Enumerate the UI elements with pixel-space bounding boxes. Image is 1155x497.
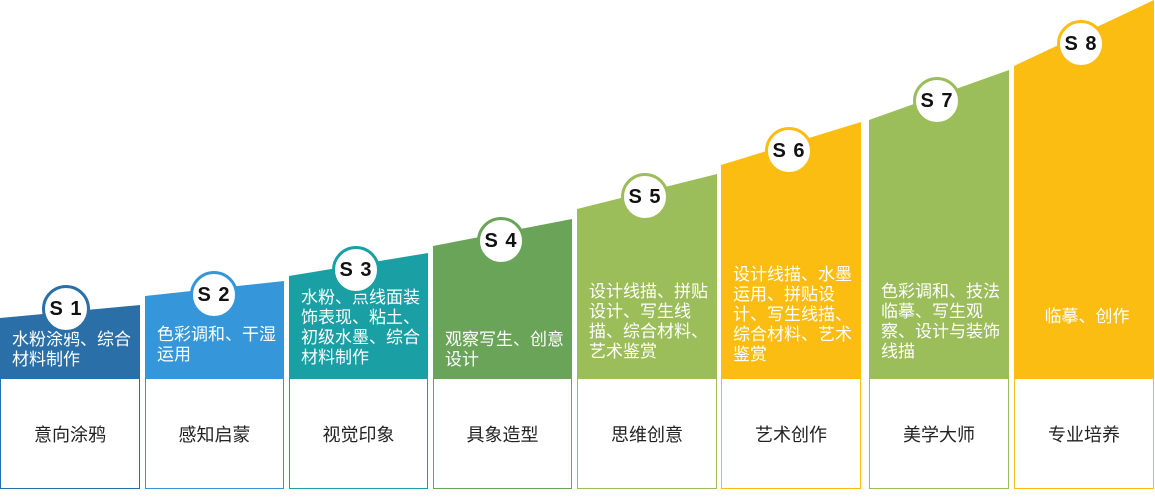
step-s3-label-box: 视觉印象 [289,379,428,489]
step-s7: 色彩调和、技法临摹、写生观察、设计与装饰线描 美学大师 S 7 [869,70,1009,489]
step-s6-banner [721,122,861,379]
step-s8-label-box: 专业培养 [1014,379,1154,489]
step-s5-label-box: 思维创意 [577,379,717,489]
step-s4-banner [433,219,572,379]
step-s8-label: 专业培养 [1048,424,1120,446]
step-s1-banner [0,305,140,379]
step-s7-description: 色彩调和、技法临摹、写生观察、设计与装饰线描 [881,282,1000,362]
step-s2-label-box: 感知启蒙 [145,379,284,489]
step-s8-description: 临摹、创作 [1044,307,1130,327]
step-s6-badge-text: S 6 [772,139,806,162]
step-s2-badge: S 2 [190,271,238,319]
step-s1-label-box: 意向涂鸦 [0,379,140,489]
step-s7-banner [869,70,1009,379]
step-s6-label-box: 艺术创作 [721,379,861,489]
step-s2: 色彩调和、干湿运用 感知启蒙 S 2 [145,271,284,489]
step-s3: 水粉、点线面装饰表现、粘土、初级水墨、综合材料制作 视觉印象 S 3 [289,246,428,489]
step-s5-description: 设计线描、拼贴设计、写生线描、综合材料、艺术鉴赏 [589,282,708,362]
step-s3-badge: S 3 [332,246,380,294]
step-s1-badge-text: S 1 [49,297,83,320]
step-s5-banner [577,174,717,379]
step-s5-label: 思维创意 [611,424,683,446]
step-s3-badge-text: S 3 [339,258,373,281]
step-s1-description: 水粉涂鸦、综合材料制作 [12,330,131,370]
step-s6-label: 艺术创作 [755,424,827,446]
step-s3-banner [289,253,428,379]
step-s2-banner [145,281,284,379]
step-s7-label-box: 美学大师 [869,379,1009,489]
step-s3-label: 视觉印象 [322,424,395,446]
step-s4-badge: S 4 [477,217,525,265]
step-s5-badge-text: S 5 [628,185,662,208]
step-s2-description: 色彩调和、干湿运用 [157,325,276,365]
step-s4-description: 观察写生、创意设计 [445,330,564,370]
step-s6: 设计线描、水墨运用、拼贴设计、写生线描、综合材料、艺术鉴赏 艺术创作 S 6 [721,122,861,489]
step-s8-badge-text: S 8 [1064,32,1098,55]
step-s5: 设计线描、拼贴设计、写生线描、综合材料、艺术鉴赏 思维创意 S 5 [577,173,717,489]
step-s2-badge-text: S 2 [197,283,231,306]
step-s4-badge-text: S 4 [484,229,518,252]
step-s2-label: 感知启蒙 [178,424,251,446]
step-s1-label: 意向涂鸦 [34,424,106,446]
step-s3-description: 水粉、点线面装饰表现、粘土、初级水墨、综合材料制作 [301,288,420,368]
step-s4-label-box: 具象造型 [433,379,572,489]
step-s1: 水粉涂鸦、综合材料制作 意向涂鸦 S 1 [0,285,140,489]
step-s4-label: 具象造型 [466,424,539,446]
step-s5-badge: S 5 [621,173,669,221]
step-s7-badge-text: S 7 [920,89,954,112]
step-s7-badge: S 7 [913,77,961,125]
step-s4: 观察写生、创意设计 具象造型 S 4 [433,217,572,489]
step-s8-banner [1014,0,1154,379]
step-s7-label: 美学大师 [903,424,975,446]
step-s8-badge: S 8 [1057,20,1105,68]
step-s1-badge: S 1 [42,285,90,333]
step-s6-badge: S 6 [765,127,813,175]
step-s6-description: 设计线描、水墨运用、拼贴设计、写生线描、综合材料、艺术鉴赏 [733,265,852,365]
step-s8: 临摹、创作 专业培养 S 8 [1014,0,1154,489]
